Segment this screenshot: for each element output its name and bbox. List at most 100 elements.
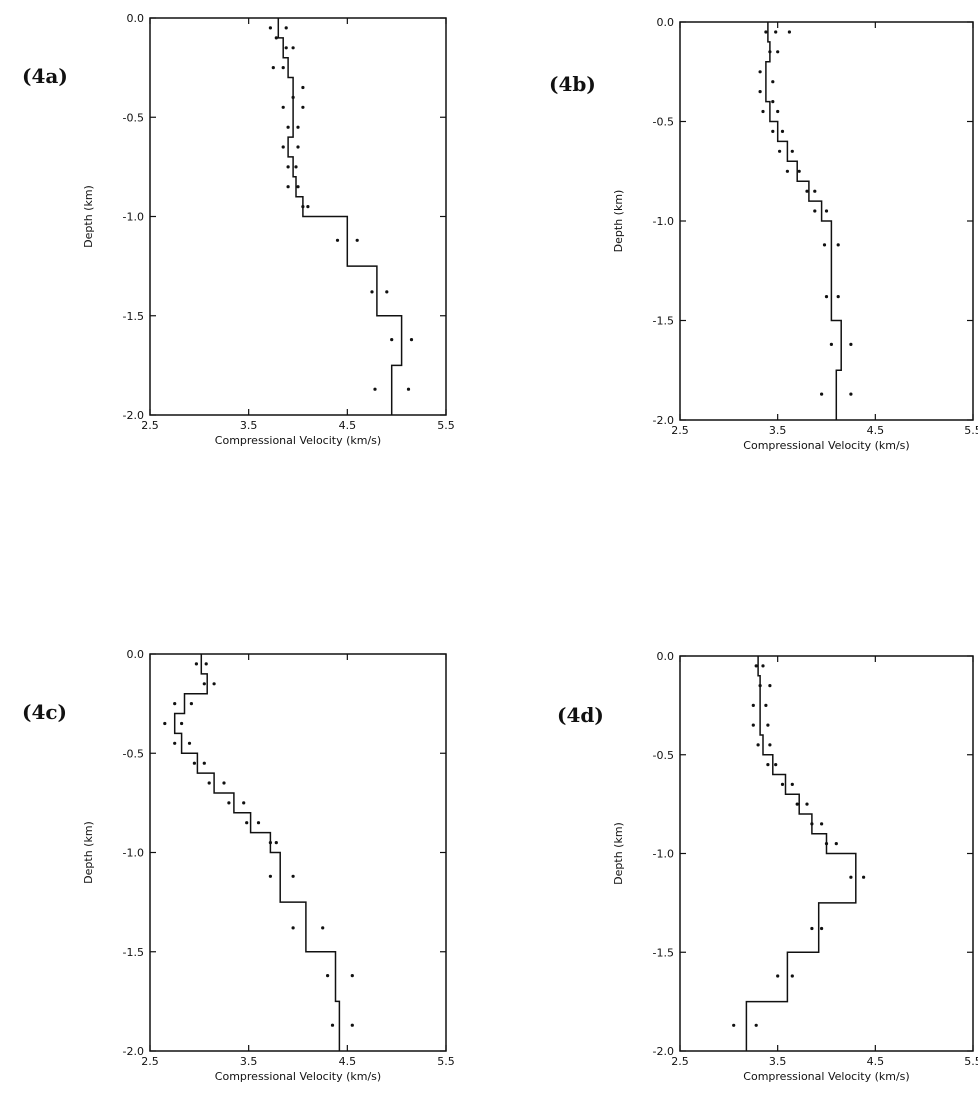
data-point <box>771 129 775 133</box>
data-point <box>764 703 768 708</box>
data-point <box>180 721 184 726</box>
data-point <box>286 185 290 189</box>
data-point <box>163 721 167 726</box>
data-point <box>797 169 801 173</box>
data-point <box>242 801 246 805</box>
data-point <box>805 802 809 806</box>
data-point <box>754 1023 758 1027</box>
data-point <box>813 209 817 213</box>
y-tick-label: -1.0 <box>123 847 144 860</box>
data-point <box>301 85 305 90</box>
data-point <box>771 80 775 84</box>
y-tick-label: -2.0 <box>123 1045 144 1058</box>
x-tick-label: 3.5 <box>240 419 258 432</box>
data-point <box>787 30 792 34</box>
x-axis-label: Compressional Velocity (km/s) <box>215 434 381 447</box>
data-point <box>301 205 305 209</box>
panel-label-4c: (4c) <box>22 700 68 724</box>
data-point <box>820 822 824 826</box>
velocity-step-line <box>745 656 857 1051</box>
x-tick-label: 2.5 <box>141 419 159 432</box>
data-point <box>294 165 298 169</box>
data-point <box>350 1023 354 1027</box>
data-point <box>820 926 824 931</box>
data-point <box>390 338 394 342</box>
data-point <box>758 70 762 74</box>
data-point <box>824 295 829 299</box>
data-point <box>785 169 790 173</box>
chart-panel-4: 2.5 3.5 4.5 5.5 0.0 -0.5 -1.0 -1.5 -2.0 Compressi… <box>612 650 978 1083</box>
data-point <box>335 238 340 242</box>
y-tick-label: -0.5 <box>653 116 674 129</box>
data-point <box>810 926 814 931</box>
data-point <box>849 392 853 396</box>
data-point <box>776 50 780 54</box>
y-tick-label: -1.0 <box>123 211 144 224</box>
data-point <box>330 1023 335 1027</box>
data-point <box>780 782 785 787</box>
data-point <box>326 974 330 978</box>
data-point <box>776 974 780 978</box>
y-axis-label: Depth (km) <box>612 190 625 253</box>
data-point <box>281 66 285 70</box>
y-tick-label: 0.0 <box>657 650 675 663</box>
y-tick-label: -0.5 <box>653 749 674 762</box>
y-tick-label: -2.0 <box>653 1045 674 1058</box>
data-point <box>409 338 414 342</box>
plot-frame <box>149 653 447 1052</box>
data-point <box>281 145 285 149</box>
data-point <box>768 684 772 688</box>
data-point <box>227 801 231 805</box>
data-point <box>301 105 305 109</box>
x-tick-label: 4.5 <box>339 419 357 432</box>
y-tick-label: -1.0 <box>653 848 674 861</box>
data-point <box>756 743 760 747</box>
data-point <box>824 842 829 846</box>
data-point <box>790 974 794 978</box>
data-point <box>296 125 300 129</box>
data-point <box>204 662 208 666</box>
data-point <box>862 875 866 879</box>
data-point <box>173 702 177 706</box>
data-point <box>286 125 290 129</box>
x-tick-label: 2.5 <box>671 424 689 437</box>
data-point <box>271 66 275 70</box>
data-point <box>194 662 198 666</box>
data-point <box>764 30 768 34</box>
x-tick-label: 4.5 <box>339 1055 357 1068</box>
data-point <box>291 926 295 930</box>
panel-label-4d: (4d) <box>557 703 604 727</box>
data-point <box>778 149 782 153</box>
y-tick-label: -2.0 <box>123 409 144 422</box>
data-point <box>245 821 249 825</box>
data-point <box>758 90 762 94</box>
chart-panel-3: 2.5 3.5 4.5 5.5 0.0 -0.5 -1.0 -1.5 -2.0 Compressi… <box>82 648 455 1083</box>
x-tick-label: 5.5 <box>437 419 455 432</box>
data-point <box>836 295 840 299</box>
data-point <box>291 874 295 878</box>
data-point <box>350 974 354 978</box>
data-point <box>207 781 211 785</box>
data-point <box>790 149 794 153</box>
chart-panel-1: 2.5 3.5 4.5 5.5 0.0 -0.5 -1.0 -1.5 -2.0 Compressi… <box>82 12 455 447</box>
data-point <box>296 185 300 189</box>
data-point <box>795 802 799 806</box>
data-point <box>829 342 834 346</box>
data-point <box>774 30 778 34</box>
data-point <box>774 763 778 767</box>
data-point <box>306 205 310 209</box>
data-point <box>370 290 374 294</box>
velocity-step-line <box>173 654 341 1051</box>
y-axis-label: Depth (km) <box>612 822 625 885</box>
data-point <box>758 684 762 688</box>
x-tick-label: 2.5 <box>671 1055 689 1068</box>
chart-panel-2: 2.5 3.5 4.5 5.5 0.0 -0.5 -1.0 -1.5 -2.0 Compressi… <box>612 16 978 452</box>
data-point <box>321 926 325 930</box>
data-point <box>192 761 196 765</box>
y-tick-label: -2.0 <box>653 414 674 427</box>
data-point <box>766 763 770 767</box>
data-point <box>751 703 755 708</box>
data-point <box>849 875 853 879</box>
x-axis-label: Compressional Velocity (km/s) <box>215 1070 381 1083</box>
